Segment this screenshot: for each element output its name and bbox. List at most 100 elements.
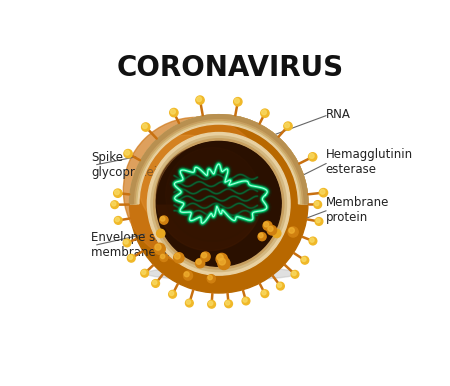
Circle shape: [202, 253, 207, 258]
Circle shape: [170, 108, 178, 117]
Circle shape: [111, 201, 118, 208]
Circle shape: [216, 253, 228, 265]
Circle shape: [301, 256, 309, 264]
Circle shape: [184, 271, 193, 280]
Circle shape: [184, 272, 189, 277]
Circle shape: [127, 254, 135, 262]
Circle shape: [277, 282, 284, 290]
Circle shape: [195, 259, 205, 268]
Circle shape: [315, 201, 319, 206]
Circle shape: [124, 149, 132, 158]
Circle shape: [267, 225, 277, 235]
Circle shape: [153, 281, 157, 284]
Circle shape: [115, 190, 119, 195]
Circle shape: [185, 299, 193, 307]
Circle shape: [175, 254, 180, 259]
Circle shape: [285, 123, 289, 128]
Circle shape: [310, 238, 314, 242]
Circle shape: [196, 259, 201, 264]
Wedge shape: [130, 115, 308, 204]
Text: Envelope small
membrane protein: Envelope small membrane protein: [91, 232, 202, 259]
Circle shape: [130, 115, 308, 293]
Text: RNA: RNA: [326, 108, 351, 121]
Circle shape: [288, 227, 298, 237]
Circle shape: [302, 257, 306, 261]
Circle shape: [209, 301, 213, 305]
Circle shape: [234, 98, 242, 106]
Circle shape: [141, 269, 148, 277]
Ellipse shape: [146, 267, 297, 280]
Circle shape: [314, 201, 322, 208]
Circle shape: [151, 136, 287, 272]
Circle shape: [278, 283, 282, 287]
Circle shape: [309, 237, 317, 245]
Circle shape: [125, 151, 130, 155]
Circle shape: [123, 239, 131, 247]
Circle shape: [170, 291, 174, 295]
Circle shape: [242, 297, 250, 305]
Circle shape: [114, 189, 122, 197]
Circle shape: [160, 254, 168, 262]
Text: Hemagglutinin
esterase: Hemagglutinin esterase: [326, 148, 413, 176]
Circle shape: [174, 253, 184, 263]
Circle shape: [319, 188, 328, 197]
Circle shape: [148, 132, 290, 275]
Circle shape: [258, 233, 266, 241]
Circle shape: [207, 275, 216, 283]
Circle shape: [160, 216, 168, 224]
Circle shape: [112, 202, 116, 206]
Circle shape: [154, 243, 165, 254]
Text: CORONAVIRUS: CORONAVIRUS: [117, 54, 344, 82]
Circle shape: [166, 148, 259, 241]
Wedge shape: [157, 142, 281, 204]
Circle shape: [264, 222, 269, 227]
Circle shape: [218, 257, 230, 269]
Circle shape: [261, 110, 266, 115]
Circle shape: [316, 218, 320, 223]
Text: Membrane
protein: Membrane protein: [326, 196, 389, 224]
Circle shape: [208, 300, 216, 308]
Circle shape: [156, 144, 262, 251]
Circle shape: [160, 217, 165, 221]
Circle shape: [115, 217, 119, 222]
Circle shape: [114, 217, 122, 224]
Circle shape: [263, 221, 272, 230]
Circle shape: [273, 229, 281, 237]
Circle shape: [284, 122, 292, 130]
Circle shape: [261, 109, 269, 117]
Circle shape: [142, 270, 146, 274]
Circle shape: [315, 218, 323, 225]
Circle shape: [155, 244, 161, 250]
Circle shape: [142, 123, 150, 131]
Circle shape: [259, 233, 263, 238]
Circle shape: [157, 229, 165, 237]
Circle shape: [320, 190, 325, 194]
Circle shape: [225, 300, 233, 308]
Circle shape: [289, 228, 294, 233]
Circle shape: [208, 275, 212, 280]
Circle shape: [169, 290, 176, 298]
Circle shape: [268, 226, 273, 232]
Circle shape: [161, 254, 165, 259]
Circle shape: [234, 98, 239, 103]
Circle shape: [309, 153, 317, 161]
Circle shape: [243, 298, 247, 302]
Text: Spike
glycoprotein: Spike glycoprotein: [91, 151, 165, 179]
Circle shape: [123, 117, 270, 264]
Circle shape: [292, 271, 296, 276]
Circle shape: [186, 300, 190, 304]
Circle shape: [217, 254, 223, 261]
Circle shape: [201, 252, 210, 261]
Circle shape: [196, 96, 204, 104]
Circle shape: [156, 141, 281, 266]
Circle shape: [152, 279, 159, 287]
Circle shape: [124, 240, 128, 244]
Wedge shape: [130, 115, 308, 204]
Circle shape: [310, 154, 314, 158]
Wedge shape: [130, 115, 308, 204]
Circle shape: [225, 301, 230, 305]
Circle shape: [219, 258, 225, 265]
Circle shape: [128, 255, 132, 259]
Circle shape: [143, 124, 147, 129]
Circle shape: [291, 271, 299, 278]
